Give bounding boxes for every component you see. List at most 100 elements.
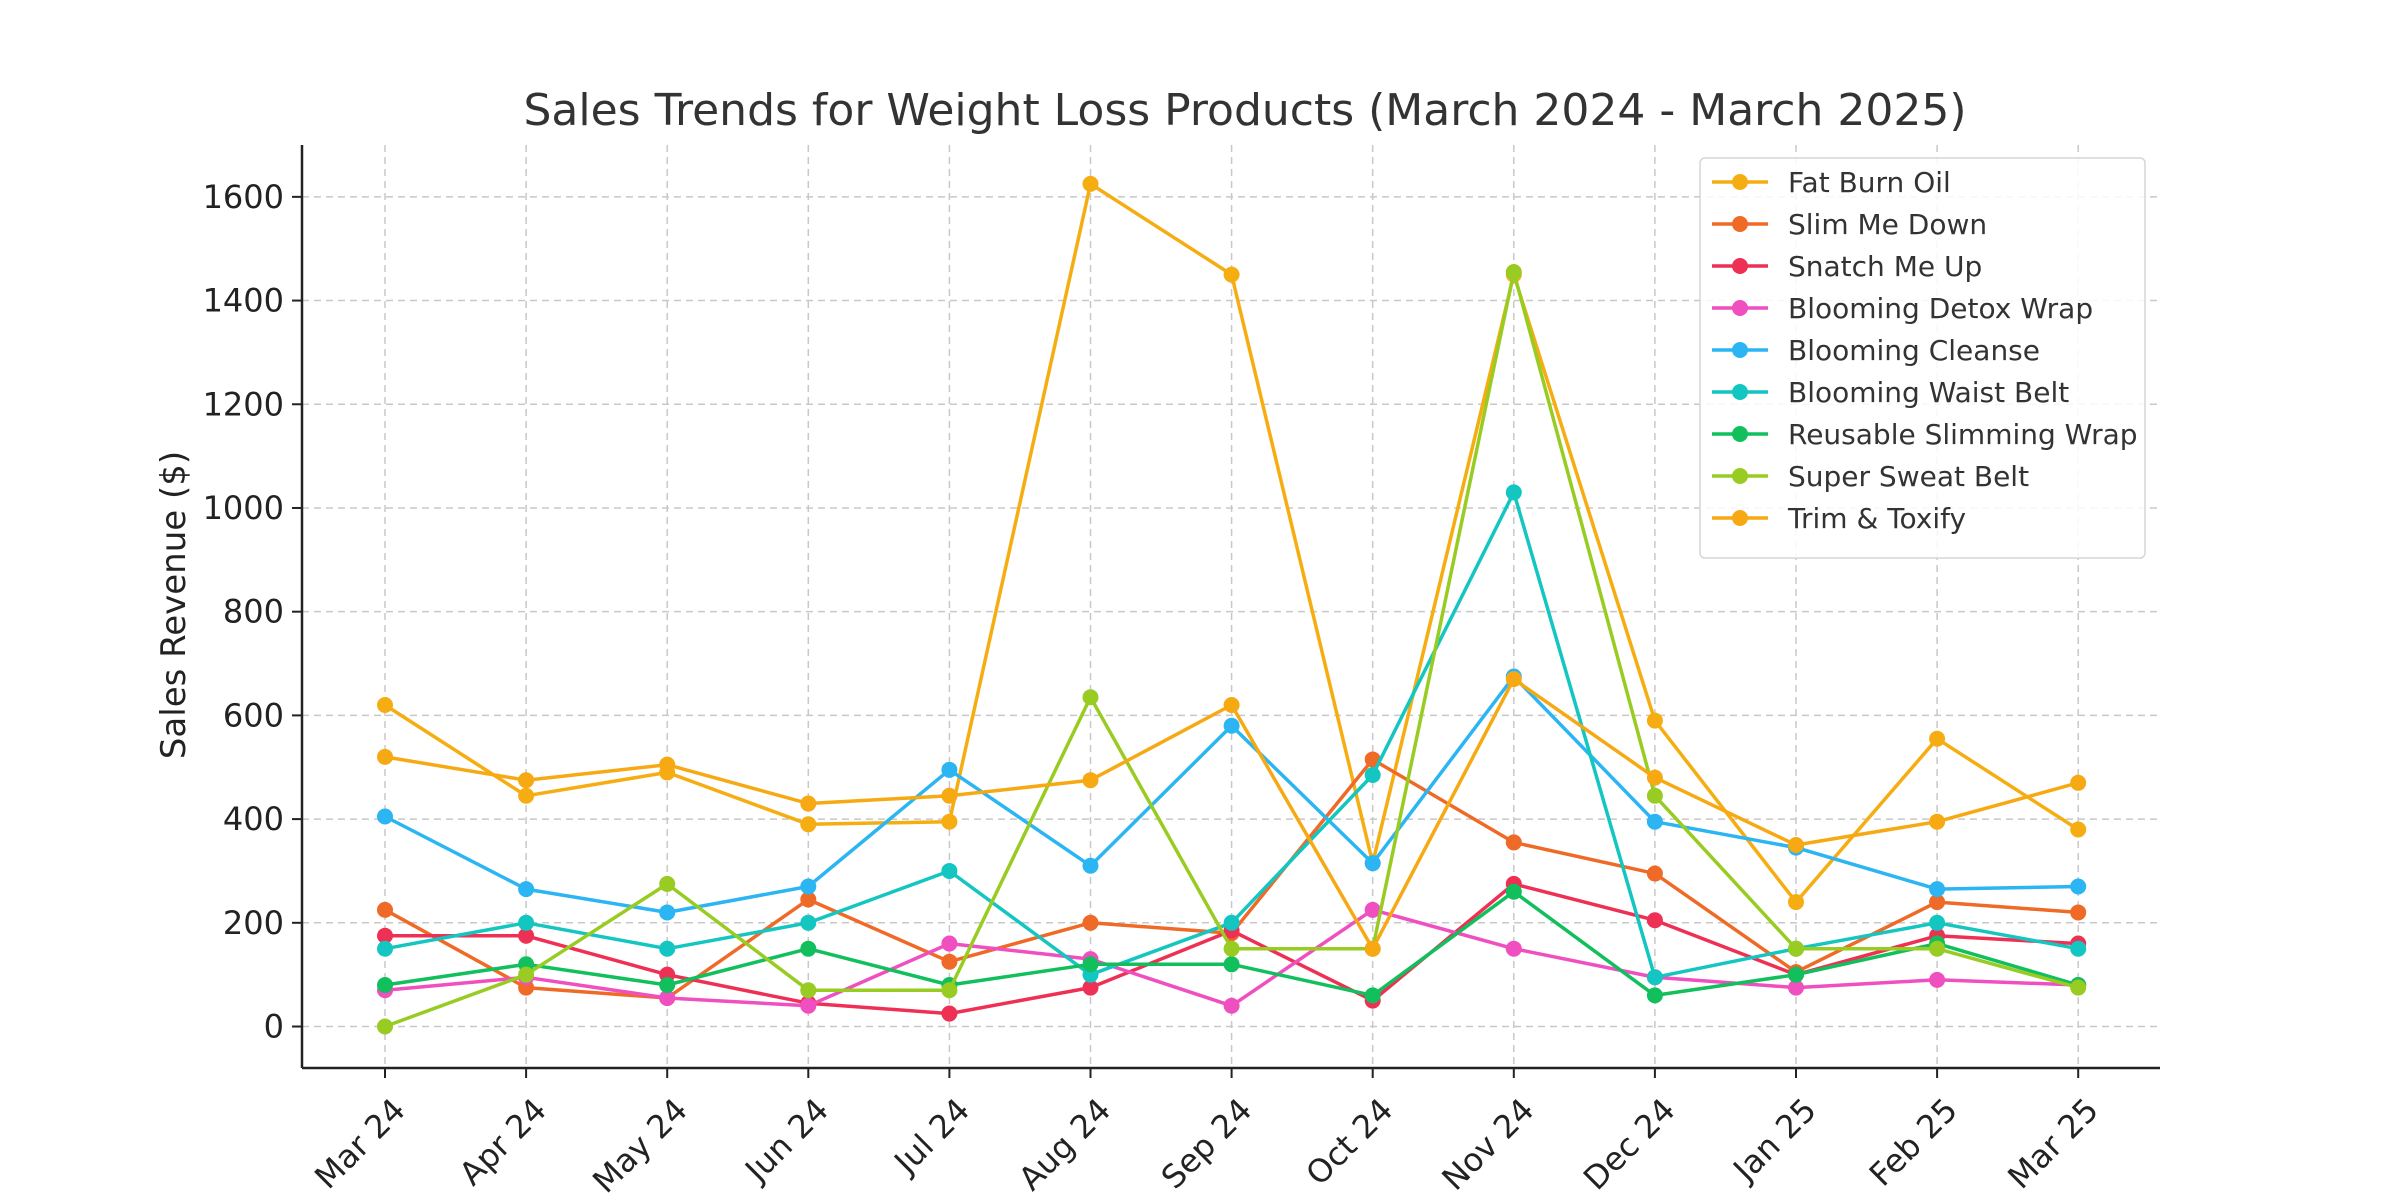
data-point xyxy=(1646,969,1663,986)
data-point xyxy=(1646,865,1663,882)
legend-label: Reusable Slimming Wrap xyxy=(1788,418,2138,451)
data-point xyxy=(1082,914,1099,931)
data-point xyxy=(1646,769,1663,786)
data-point xyxy=(1788,966,1804,983)
x-tick-label: Oct 24 xyxy=(1298,1091,1400,1193)
data-point xyxy=(659,989,676,1006)
data-point xyxy=(1223,997,1240,1014)
data-point xyxy=(941,862,958,879)
data-point xyxy=(659,940,676,957)
data-point xyxy=(1082,857,1099,874)
data-point xyxy=(1929,940,1946,957)
data-point xyxy=(1505,883,1522,900)
data-point xyxy=(518,966,535,983)
data-point xyxy=(800,940,817,957)
y-tick-label: 800 xyxy=(223,593,284,631)
data-point xyxy=(1223,717,1240,734)
x-tick-label: Apr 24 xyxy=(452,1091,554,1193)
data-point xyxy=(377,940,393,957)
data-point xyxy=(800,891,817,908)
data-point xyxy=(377,927,393,944)
x-tick-label: Nov 24 xyxy=(1434,1091,1541,1198)
data-point xyxy=(2070,904,2087,921)
legend-item: Blooming Cleanse xyxy=(1712,334,2040,367)
data-point xyxy=(1364,767,1381,784)
legend-marker xyxy=(1732,174,1748,190)
data-point xyxy=(1929,813,1946,830)
legend-label: Blooming Detox Wrap xyxy=(1788,292,2093,325)
data-point xyxy=(1505,484,1522,501)
legend-label: Snatch Me Up xyxy=(1788,250,1982,283)
data-point xyxy=(941,787,958,804)
x-tick-label: May 24 xyxy=(585,1091,695,1200)
data-point xyxy=(659,904,676,921)
data-point xyxy=(1505,940,1522,957)
data-point xyxy=(1646,987,1663,1004)
legend-label: Blooming Cleanse xyxy=(1788,334,2040,367)
legend: Fat Burn Oil Slim Me Down Snatch Me Up Bloo… xyxy=(1699,157,2146,559)
legend-item: Snatch Me Up xyxy=(1712,250,1982,283)
x-tick-label: Dec 24 xyxy=(1576,1091,1683,1198)
y-axis-label: Sales Revenue ($) xyxy=(154,451,194,759)
data-point xyxy=(2070,878,2087,895)
series-reusable-slimming-wrap xyxy=(377,883,2087,1004)
data-point xyxy=(1646,712,1663,729)
data-point xyxy=(1929,894,1946,911)
legend-label: Blooming Waist Belt xyxy=(1788,376,2069,409)
x-tick-label: Jan 25 xyxy=(1725,1091,1824,1190)
x-tick-label: Feb 25 xyxy=(1862,1091,1965,1194)
data-point xyxy=(2070,979,2087,996)
data-point xyxy=(941,982,958,999)
legend-marker xyxy=(1732,384,1748,400)
data-point xyxy=(1929,914,1946,931)
data-point xyxy=(941,935,958,952)
data-point xyxy=(518,772,535,789)
legend-marker xyxy=(1732,216,1748,232)
data-point xyxy=(941,953,958,970)
y-tick-label: 200 xyxy=(223,904,284,942)
data-point xyxy=(1788,894,1804,911)
legend-item: Blooming Detox Wrap xyxy=(1712,292,2093,325)
data-point xyxy=(518,881,535,898)
data-point xyxy=(1364,901,1381,918)
data-point xyxy=(377,697,393,714)
data-point xyxy=(1646,787,1663,804)
data-point xyxy=(1505,834,1522,851)
data-point xyxy=(377,808,393,825)
y-tick-label: 1200 xyxy=(203,385,284,423)
data-point xyxy=(2070,821,2087,838)
y-tick-label: 400 xyxy=(223,800,284,838)
data-point xyxy=(1223,697,1240,714)
data-point xyxy=(1788,837,1804,854)
y-tick-label: 1400 xyxy=(203,282,284,320)
legend-label: Super Sweat Belt xyxy=(1788,460,2029,493)
data-point xyxy=(377,977,393,994)
x-tick-label: Jun 24 xyxy=(736,1091,836,1191)
data-point xyxy=(800,982,817,999)
data-point xyxy=(941,1005,958,1022)
data-point xyxy=(1364,855,1381,872)
x-tick-label: Mar 24 xyxy=(307,1091,413,1197)
legend-label: Slim Me Down xyxy=(1788,208,1987,241)
data-point xyxy=(1223,266,1240,283)
legend-marker xyxy=(1732,300,1748,316)
data-point xyxy=(377,748,393,765)
legend-item: Blooming Waist Belt xyxy=(1712,376,2069,409)
series-trim-toxify xyxy=(377,671,2087,957)
legend-item: Trim & Toxify xyxy=(1712,502,1966,535)
x-tick-label: Sep 24 xyxy=(1154,1091,1260,1197)
data-point xyxy=(1646,912,1663,929)
y-tick-label: 0 xyxy=(264,1008,284,1046)
y-tick-label: 600 xyxy=(223,696,284,734)
data-point xyxy=(1364,987,1381,1004)
data-point xyxy=(1223,940,1240,957)
data-point xyxy=(518,927,535,944)
data-point xyxy=(1082,772,1099,789)
x-tick-label: Aug 24 xyxy=(1011,1091,1118,1198)
legend-item: Super Sweat Belt xyxy=(1712,460,2029,493)
legend-item: Slim Me Down xyxy=(1712,208,1987,241)
data-point xyxy=(659,875,676,892)
data-point xyxy=(518,914,535,931)
axes xyxy=(292,145,2160,1078)
